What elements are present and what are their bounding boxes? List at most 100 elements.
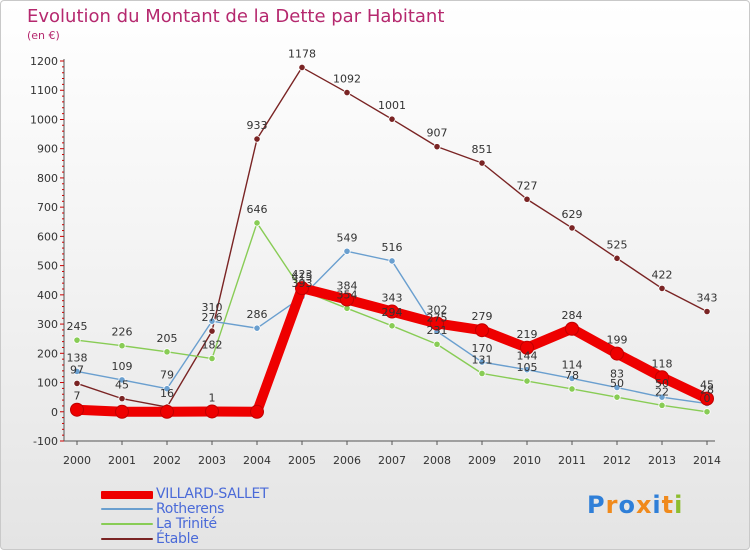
data-point [478, 358, 486, 366]
x-tick-label: 2010 [513, 454, 541, 467]
data-label: 343 [382, 292, 403, 305]
data-labels: 7 1 423 384 343 302 279 219 284 199 118 45 138 109 79 3… [67, 47, 718, 404]
data-point [658, 401, 666, 409]
data-point [253, 219, 261, 227]
data-label: 0 [704, 392, 711, 405]
data-label: 1092 [333, 73, 361, 86]
y-tick-label: -100 [33, 435, 58, 448]
data-label: 138 [67, 351, 88, 364]
data-point [388, 115, 396, 123]
data-point [700, 391, 714, 406]
data-point [523, 195, 531, 203]
data-label: 310 [202, 301, 223, 314]
proxiti-logo: Proxiti [587, 491, 683, 519]
data-point [703, 307, 711, 316]
logo-letter: i [652, 491, 662, 519]
data-label: 393 [292, 277, 313, 290]
data-label: 1178 [288, 47, 316, 60]
data-point [568, 224, 576, 232]
data-point [568, 374, 576, 383]
data-label: 727 [517, 179, 538, 192]
data-point [613, 254, 621, 262]
data-label: 45 [115, 379, 129, 392]
data-point [115, 404, 129, 419]
data-point [388, 322, 396, 330]
legend-label: Rotherens [156, 501, 225, 517]
y-tick-label: 300 [37, 318, 58, 331]
data-label: 78 [565, 369, 579, 382]
chart-title: Evolution du Montant de la Dette par Hab… [27, 6, 445, 27]
data-point [655, 370, 669, 385]
data-label: 1 [209, 391, 216, 404]
legend-swatch [101, 538, 153, 540]
data-label: 516 [382, 241, 403, 254]
data-label: 284 [562, 309, 583, 322]
x-tick-label: 2006 [333, 454, 361, 467]
y-tick-label: 1100 [30, 84, 58, 97]
data-label: 144 [517, 350, 538, 363]
data-label: 294 [382, 306, 403, 319]
data-label: 97 [70, 363, 84, 376]
data-point [343, 247, 351, 255]
data-label: 276 [202, 311, 223, 324]
data-label: 105 [517, 361, 538, 374]
legend-label: Étable [156, 531, 199, 547]
x-tick-label: 2014 [693, 454, 721, 467]
data-label: 907 [427, 127, 448, 140]
data-label: 114 [562, 358, 583, 371]
data-point [73, 367, 81, 376]
data-label: 354 [337, 288, 358, 301]
data-point [208, 317, 216, 325]
data-label: 422 [652, 268, 673, 281]
data-label: 245 [67, 320, 88, 333]
x-tick-label: 2001 [108, 454, 136, 467]
data-point [523, 366, 531, 374]
data-label: 415 [292, 270, 313, 283]
logo-letter: i [674, 491, 684, 519]
data-label: 22 [655, 385, 669, 398]
data-point [478, 159, 486, 167]
data-label: 231 [427, 324, 448, 337]
data-label: 16 [160, 387, 174, 400]
x-tick-label: 2011 [558, 454, 586, 467]
data-point [118, 342, 126, 350]
data-point [250, 404, 264, 419]
data-label: 131 [472, 353, 493, 366]
data-label: 275 [427, 311, 448, 324]
y-tick-label: 500 [37, 260, 58, 273]
data-label: 170 [472, 342, 493, 355]
data-label: 302 [427, 303, 448, 316]
data-label: 50 [655, 377, 669, 390]
data-label: 226 [112, 326, 133, 339]
y-tick-label: 900 [37, 143, 58, 156]
data-label: 205 [157, 332, 178, 345]
data-point [340, 292, 354, 307]
y-tick-label: 1000 [30, 113, 58, 126]
y-tick-label: 0 [51, 406, 58, 419]
data-label: 384 [337, 280, 358, 293]
data-point [478, 369, 486, 378]
data-point [253, 135, 261, 143]
data-point [610, 346, 624, 361]
logo-letter: P [587, 491, 606, 519]
data-point [70, 402, 84, 417]
data-point [475, 323, 489, 338]
data-label: 182 [202, 339, 223, 352]
logo-letter: t [661, 491, 675, 519]
data-point [118, 395, 126, 403]
data-label: 7 [74, 390, 81, 403]
x-tick-label: 2009 [468, 454, 496, 467]
data-label: 118 [652, 357, 673, 370]
data-point [163, 348, 171, 356]
x-tick-label: 2004 [243, 454, 271, 467]
x-tick-label: 2000 [63, 454, 91, 467]
data-point [298, 63, 306, 72]
data-point [703, 408, 711, 416]
data-point [118, 376, 126, 384]
data-label: 28 [700, 384, 714, 397]
data-point [568, 385, 576, 393]
legend-swatch [101, 508, 153, 510]
data-point [523, 377, 531, 385]
data-point [658, 284, 666, 293]
